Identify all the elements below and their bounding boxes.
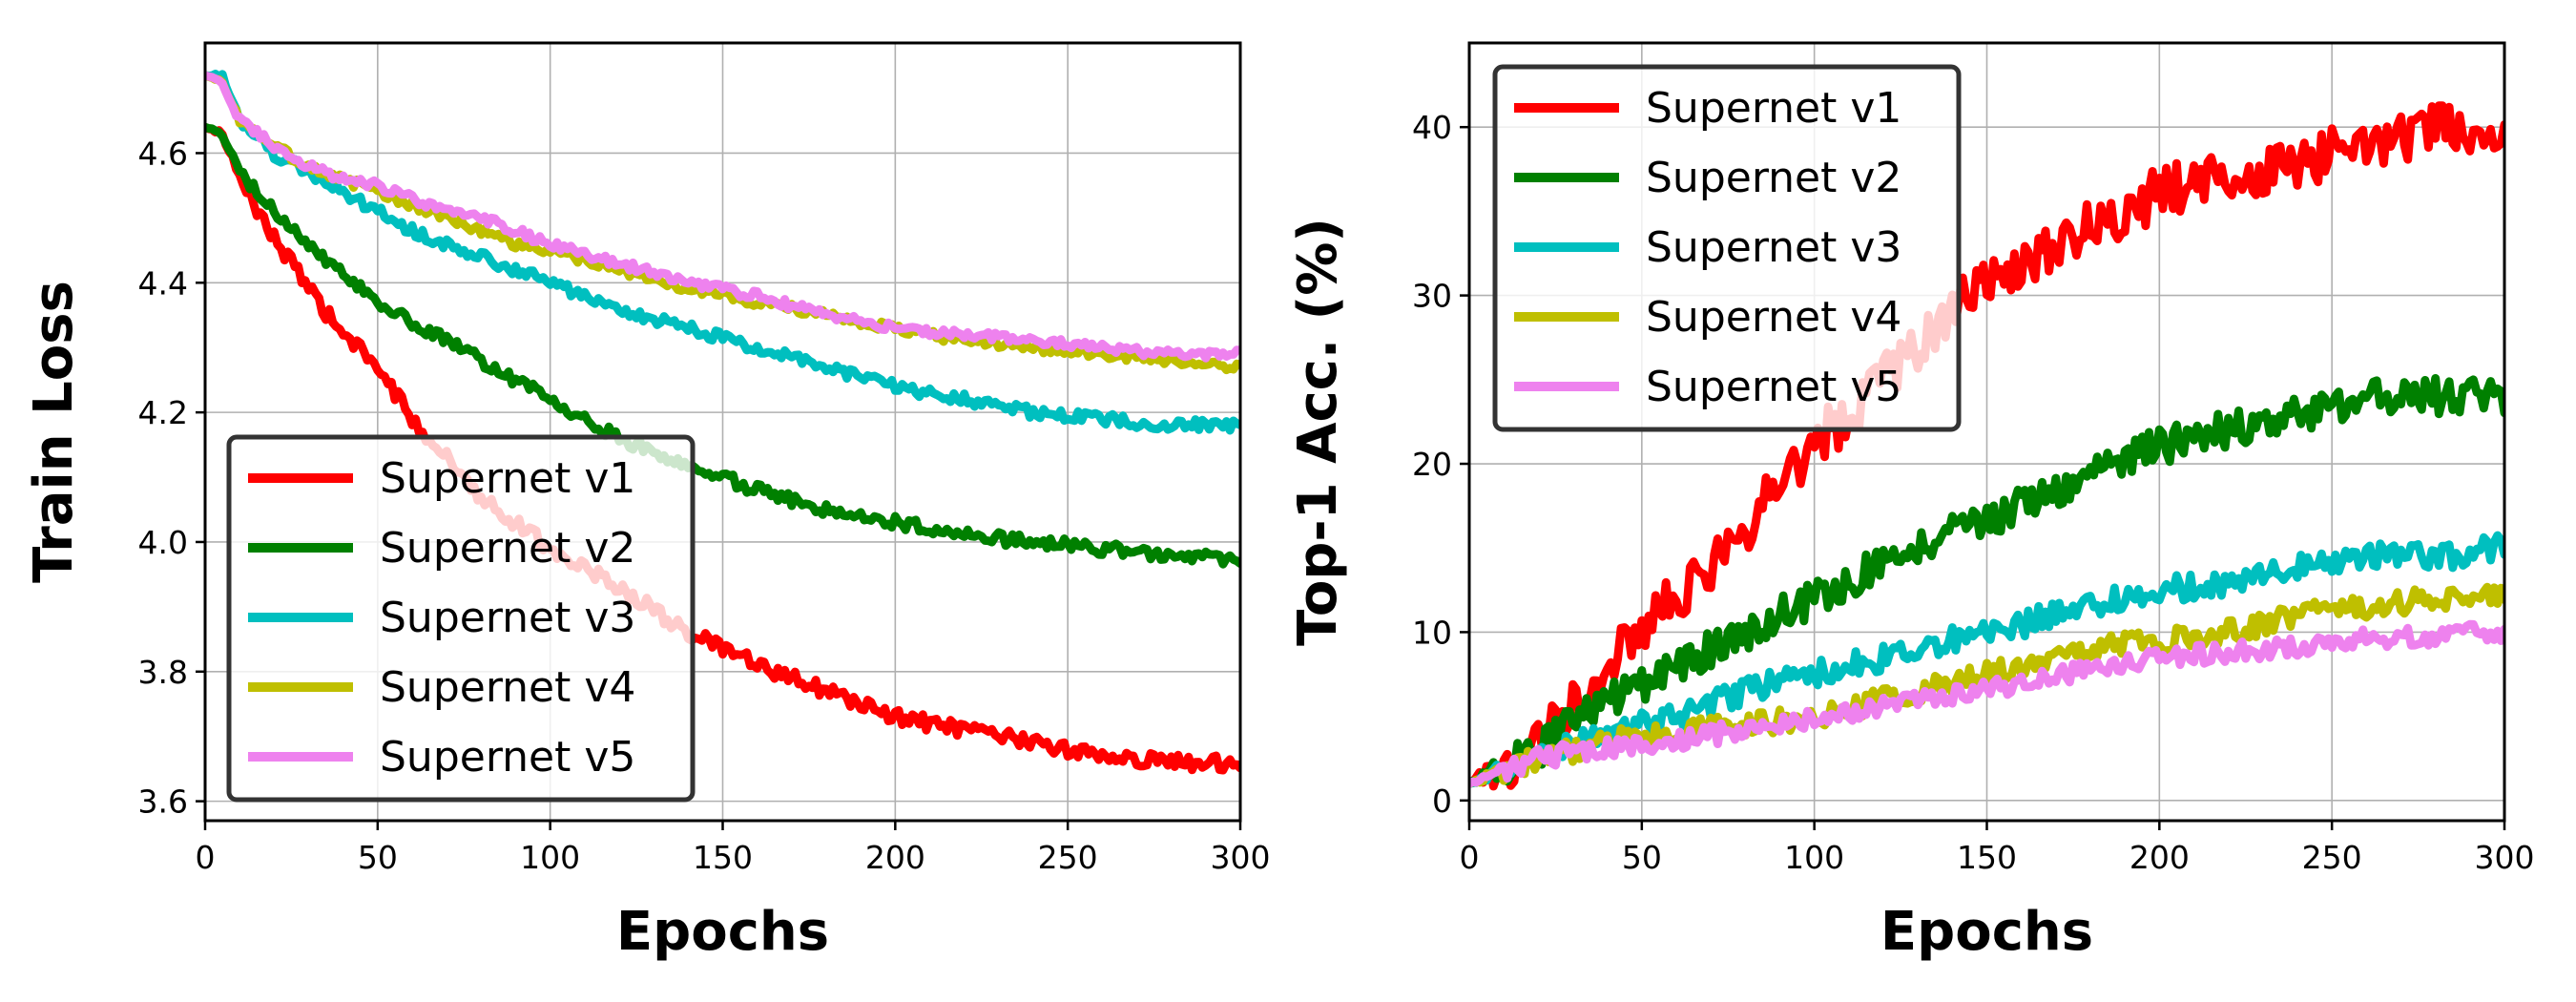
y-axis-label: Train Loss xyxy=(23,281,85,583)
x-tick-label: 300 xyxy=(2475,839,2535,876)
legend-label: Supernet v3 xyxy=(1646,223,1901,272)
legend-label: Supernet v5 xyxy=(1646,363,1901,411)
legend-label: Supernet v5 xyxy=(380,733,635,782)
legend-label: Supernet v2 xyxy=(1646,154,1901,202)
y-tick-label: 4.6 xyxy=(138,135,188,172)
legend-box xyxy=(1492,64,1962,432)
series-line-5 xyxy=(205,71,1240,363)
x-axis-label: Epochs xyxy=(1880,901,2093,963)
y-tick-label: 10 xyxy=(1412,614,1452,651)
y-axis-label: Top-1 Acc. (%) xyxy=(1287,218,1349,646)
legend-box xyxy=(226,434,696,803)
legend-label: Supernet v2 xyxy=(380,524,635,573)
x-tick-label: 200 xyxy=(2129,839,2190,876)
legend-label: Supernet v1 xyxy=(1646,84,1901,133)
series-line-2 xyxy=(1469,374,2504,788)
legend-label: Supernet v1 xyxy=(380,454,635,503)
y-tick-label: 3.8 xyxy=(138,654,188,691)
series-line-1 xyxy=(205,122,1240,775)
y-tick-label: 3.6 xyxy=(138,783,188,821)
x-axis-label: Epochs xyxy=(616,901,829,963)
legend-label: Supernet v4 xyxy=(1646,293,1901,342)
y-tick-label: 4.2 xyxy=(138,394,188,431)
x-tick-label: 200 xyxy=(865,839,925,876)
y-tick-label: 30 xyxy=(1412,278,1452,315)
y-tick-label: 20 xyxy=(1412,446,1452,483)
series-lines xyxy=(1469,101,2504,791)
legend: Supernet v1 Supernet v2 Supernet v3 Superne… xyxy=(226,434,696,803)
x-tick-label: 300 xyxy=(1211,839,1271,876)
y-tick-label: 4.0 xyxy=(138,524,188,561)
top1-accuracy-panel: 0 50 100 150 200 250 300 0 10 20 30 40 Epochs Top-1 A… xyxy=(1287,41,2535,963)
x-tick-label: 0 xyxy=(196,839,216,876)
x-tick-label: 150 xyxy=(1957,839,2017,876)
series-line-5 xyxy=(1469,619,2504,788)
legend: Supernet v1 Supernet v2 Supernet v3 Superne… xyxy=(1492,64,1962,432)
series-line-3 xyxy=(1469,531,2504,788)
x-tick-label: 150 xyxy=(693,839,753,876)
x-tick-label: 100 xyxy=(1784,839,1844,876)
series-lines xyxy=(205,70,1240,775)
legend-label: Supernet v4 xyxy=(380,663,635,712)
series-line-2 xyxy=(205,122,1240,569)
x-tick-label: 50 xyxy=(358,839,398,876)
x-tick-label: 250 xyxy=(1038,839,1098,876)
x-tick-label: 250 xyxy=(2302,839,2362,876)
train-loss-panel: 0 50 100 150 200 250 300 3.6 3.8 4.0 4.2 4.4 4.6 Epoc… xyxy=(23,41,1271,963)
x-tick-label: 100 xyxy=(520,839,580,876)
series-line-3 xyxy=(205,70,1240,435)
series-line-1 xyxy=(1469,101,2504,791)
y-tick-label: 0 xyxy=(1432,783,1452,820)
x-tick-label: 50 xyxy=(1622,839,1662,876)
legend-label: Supernet v3 xyxy=(380,594,635,642)
y-tick-label: 40 xyxy=(1412,109,1452,146)
x-tick-label: 0 xyxy=(1460,839,1480,876)
y-tick-label: 4.4 xyxy=(138,264,188,302)
